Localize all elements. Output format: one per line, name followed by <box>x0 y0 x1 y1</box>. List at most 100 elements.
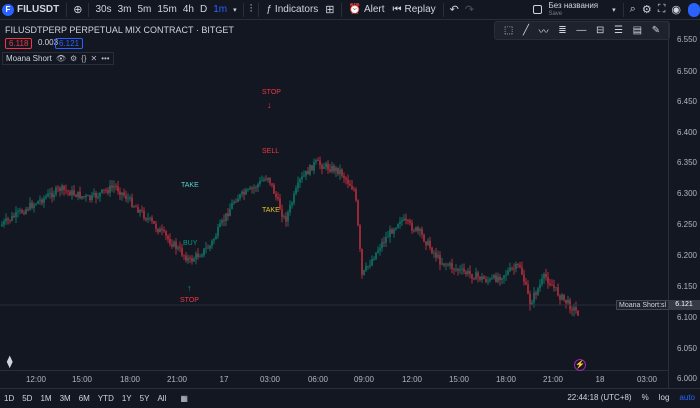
interval-d[interactable]: D <box>199 4 208 15</box>
time-axis[interactable]: 12:00 15:00 18:00 21:00 17 03:00 06:00 0… <box>0 370 668 386</box>
calendar-icon[interactable]: ▦ <box>180 394 188 403</box>
time-tick: 18:00 <box>119 375 141 384</box>
sell-price-button[interactable]: 6.118 <box>5 38 33 49</box>
auto-toggle[interactable]: auto <box>679 393 695 402</box>
candle-body <box>137 207 139 213</box>
price-axis[interactable]: 6.550 6.500 6.450 6.400 6.350 6.300 6.25… <box>668 21 700 388</box>
chevron-down-icon[interactable]: ▾ <box>233 6 237 14</box>
lightning-icon[interactable]: ⚡ <box>574 359 586 371</box>
layout-menu[interactable]: Без названия Save ▾ <box>529 0 619 20</box>
eye-icon[interactable]: 👁 <box>55 54 66 63</box>
log-toggle[interactable]: log <box>658 393 670 402</box>
more-icon[interactable]: ••• <box>101 54 110 63</box>
close-icon[interactable]: ✕ <box>90 54 98 63</box>
tradingview-logo[interactable]: ⧫ <box>7 356 13 368</box>
chart-type-icon[interactable]: ⫶ <box>249 3 253 15</box>
range-all[interactable]: All <box>157 394 167 403</box>
candle-body <box>163 230 165 232</box>
interval-3m[interactable]: 3m <box>117 4 132 15</box>
fib-tool-icon[interactable]: ☰ <box>614 25 623 36</box>
range-3m[interactable]: 3M <box>59 394 71 403</box>
candle-body <box>331 165 333 172</box>
brush-tool-icon[interactable]: ✎ <box>651 25 661 36</box>
candle-body <box>405 218 407 221</box>
range-6m[interactable]: 6M <box>78 394 90 403</box>
candle-body <box>555 287 557 289</box>
indicator-legend[interactable]: Moana Short 👁 ⚙ {} ✕ ••• <box>2 52 114 65</box>
candle-body <box>345 177 347 180</box>
interval-15m[interactable]: 15m <box>157 4 177 15</box>
price-range-tool-icon[interactable]: ⊟ <box>595 25 605 36</box>
gear-icon[interactable]: ⚙ <box>641 4 652 16</box>
candle-body <box>557 287 559 296</box>
long-position-tool-icon[interactable]: ▤ <box>632 25 643 36</box>
candle-body <box>407 220 409 222</box>
candle-body <box>191 257 193 262</box>
interval-5m[interactable]: 5m <box>137 4 152 15</box>
candle-body <box>143 210 145 219</box>
candle-body <box>269 177 271 184</box>
redo-icon[interactable]: ↷ <box>464 4 475 16</box>
add-symbol-icon[interactable]: ⊕ <box>73 4 83 16</box>
candle-body <box>387 236 389 238</box>
source-code-icon[interactable]: {} <box>81 54 87 63</box>
clock-time[interactable]: 22:44:18 (UTC+8) <box>567 393 632 402</box>
buy-price-button[interactable]: 6.121 <box>55 38 84 49</box>
candle-body <box>525 281 527 285</box>
search-icon[interactable]: ⌕ <box>629 3 636 15</box>
candle-body <box>481 276 483 280</box>
price-tick: 6.300 <box>676 189 697 198</box>
interval-30s[interactable]: 30s <box>95 4 112 15</box>
candle-body <box>429 240 431 248</box>
arrow-down-icon: ↓ <box>267 100 272 110</box>
range-5y[interactable]: 5Y <box>139 394 150 403</box>
candle-body <box>51 192 53 198</box>
indicators-button[interactable]: ƒ Indicators <box>262 0 322 20</box>
range-1m[interactable]: 1M <box>40 394 52 403</box>
range-5d[interactable]: 5D <box>22 394 33 403</box>
camera-icon[interactable]: ◉ <box>671 4 681 16</box>
candle-body <box>197 253 199 258</box>
parallel-channel-tool-icon[interactable]: ≣ <box>558 25 567 36</box>
interval-4h[interactable]: 4h <box>182 4 194 15</box>
candle-body <box>293 193 295 204</box>
price-tick: 6.450 <box>676 97 697 106</box>
candle-body <box>545 273 547 278</box>
horizontal-line-tool-icon[interactable]: — <box>576 25 587 36</box>
candle-body <box>161 228 163 231</box>
candle-body <box>115 186 117 187</box>
undo-icon[interactable]: ↶ <box>449 4 459 16</box>
time-tick: 15:00 <box>71 375 93 384</box>
range-ytd[interactable]: YTD <box>97 394 114 403</box>
candle-body <box>131 197 133 207</box>
interval-1m[interactable]: 1m <box>213 4 228 15</box>
candle-body <box>101 189 103 193</box>
candle-body <box>305 170 307 176</box>
candle-body <box>425 241 427 246</box>
templates-icon[interactable]: ⊞ <box>325 4 335 16</box>
candle-body <box>89 195 91 200</box>
range-1y[interactable]: 1Y <box>121 394 132 403</box>
alert-button[interactable]: ⏰ Alert <box>345 0 389 20</box>
candle-body <box>247 189 249 191</box>
candle-body <box>243 191 245 195</box>
gear-icon[interactable]: ⚙ <box>69 54 78 63</box>
candle-body <box>31 202 33 208</box>
candle-body <box>577 310 579 316</box>
time-tick: 17 <box>219 375 229 384</box>
candle-body <box>371 259 373 266</box>
replay-button[interactable]: ⏮ Replay <box>389 0 440 20</box>
symbol-search[interactable]: F FILUSDT <box>0 0 63 20</box>
path-tool-icon[interactable]: 〰 <box>538 27 549 38</box>
range-1d[interactable]: 1D <box>4 394 15 403</box>
candle-body <box>81 196 83 199</box>
candle-body <box>499 276 501 280</box>
rectangle-tool-icon[interactable]: ⬚ <box>503 25 514 36</box>
percent-toggle[interactable]: % <box>641 393 649 402</box>
fullscreen-icon[interactable]: ⛶ <box>657 3 666 15</box>
candle-body <box>399 221 401 225</box>
chart-pane[interactable] <box>0 21 668 388</box>
trend-line-tool-icon[interactable]: ╱ <box>522 25 529 36</box>
publish-button[interactable] <box>688 2 700 17</box>
alarm-clock-icon: ⏰ <box>348 4 361 15</box>
